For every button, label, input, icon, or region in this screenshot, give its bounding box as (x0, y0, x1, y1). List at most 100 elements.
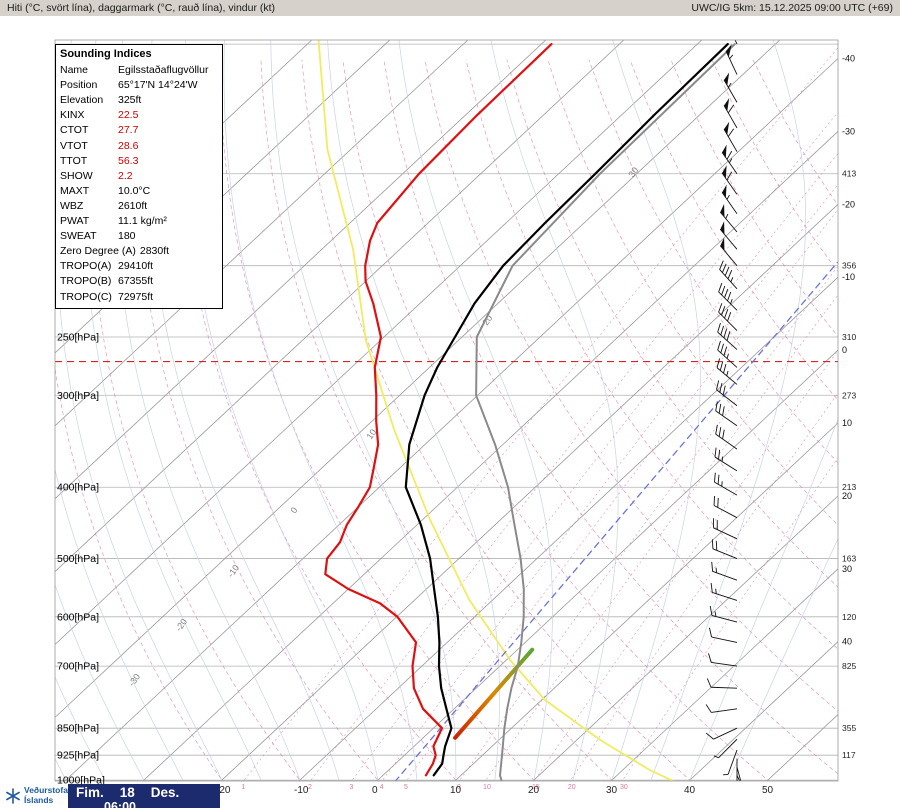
timeline-date-row: Fim. 18 Des. (76, 785, 220, 800)
pressure-label: 500[hPa] (57, 553, 99, 565)
logo-text-line2: Íslands (24, 794, 54, 805)
right-temp-label: 30 (842, 564, 852, 574)
wind-barb (715, 401, 738, 427)
wind-barb (719, 260, 738, 290)
wind-barb (736, 775, 741, 781)
height-label: 213 (842, 482, 856, 492)
timeline-date: 18 (119, 785, 135, 800)
index-row: SWEAT 180 (60, 229, 219, 244)
bottom-temp-label: 20 (528, 785, 540, 796)
wind-barb (713, 495, 738, 519)
index-label: Elevation (60, 94, 104, 107)
index-label: TROPO(C) (60, 290, 112, 303)
wind-barb (718, 282, 738, 311)
series-surface-mixing-ratio-line (394, 261, 838, 781)
index-row: TROPO(A) 29410ft (60, 259, 219, 274)
adiabat-label: -30 (126, 672, 142, 688)
wind-barb (717, 322, 738, 350)
header-left-label: Hiti (°C, svört lína), daggarmark (°C, r… (7, 2, 276, 14)
index-value: 28.6 (118, 139, 139, 152)
wind-barb (711, 561, 738, 581)
wind-barb (723, 749, 738, 776)
wind-barb (719, 203, 738, 233)
index-value: 325ft (118, 94, 142, 107)
wind-barb (736, 766, 742, 781)
index-value: 11.1 kg/m² (118, 215, 167, 228)
pressure-label: 1000[hPa] (57, 775, 105, 787)
mixing-ratio-label: 1 (241, 784, 245, 791)
wind-barb (725, 44, 738, 75)
index-row: VTOT 28.6 (60, 139, 219, 154)
pressure-label: 925[hPa] (57, 750, 99, 762)
index-value: 2.2 (118, 169, 133, 182)
right-temp-label: 0 (842, 345, 847, 355)
wind-barb (716, 358, 738, 385)
index-value: 29410ft (118, 260, 154, 273)
header-right-label: UWC/IG 5km: 15.12.2025 09:00 UTC (+69) (691, 2, 893, 14)
header-bar: Hiti (°C, svört lína), daggarmark (°C, r… (0, 0, 900, 16)
index-value: 22.5 (118, 109, 139, 122)
vedurstofa-logo-icon (6, 787, 20, 804)
index-label: Name (60, 64, 89, 77)
index-label: KINX (60, 109, 85, 122)
index-label: PWAT (60, 215, 90, 228)
index-row: WBZ 2610ft (60, 199, 219, 214)
index-row: TROPO(C) 72975ft (60, 290, 219, 305)
wind-barb (708, 627, 738, 643)
wind-barb (715, 424, 738, 450)
series-reference-dry-adiabat (317, 40, 675, 781)
mixing-ratio-label: 10 (483, 784, 491, 791)
height-label: 413 (842, 169, 856, 179)
right-temp-label: 20 (842, 491, 852, 501)
index-row: Position 65°17'N 14°24'W (60, 78, 219, 93)
index-label: SHOW (60, 169, 93, 182)
mixing-ratio-label: 5 (404, 784, 408, 791)
adiabat-label: -10 (225, 563, 241, 579)
index-value: 27.7 (118, 124, 139, 137)
index-value: 56.3 (118, 154, 139, 167)
series-dewpoint (324, 43, 553, 777)
wind-barb (711, 539, 738, 559)
wind-barb (723, 121, 738, 152)
bottom-temp-label: 30 (606, 785, 618, 796)
timeline-widget[interactable]: Fim. 18 Des. 06:00 (68, 784, 220, 808)
index-row: TTOT 56.3 (60, 154, 219, 169)
wind-barb (714, 472, 738, 496)
mixing-ratio-label: 20 (568, 784, 576, 791)
index-label: VTOT (60, 139, 88, 152)
logo-text: Veðurstofa Íslands (24, 785, 68, 805)
index-row: Elevation 325ft (60, 93, 219, 108)
index-label: CTOT (60, 124, 89, 137)
index-label: WBZ (60, 199, 84, 212)
index-row: KINX 22.5 (60, 108, 219, 123)
index-value: 2610ft (118, 199, 148, 212)
series-lifted-parcel-highlight (453, 647, 535, 740)
mixing-ratio-label: 3 (349, 784, 353, 791)
wind-barb (721, 165, 738, 195)
wind-barb (718, 303, 738, 331)
wind-barb (721, 144, 738, 174)
pressure-label: 400[hPa] (57, 482, 99, 494)
chart-stage: 30 20 10 0 -10 -20 -30 1 2 3 4 5 8 10 15 20 30 250[hPa] 30… (0, 16, 900, 808)
index-label: TROPO(A) (60, 260, 112, 273)
index-row: MAXT 10.0°C (60, 184, 219, 199)
series-parcel (475, 43, 736, 781)
wind-barb (723, 72, 738, 103)
right-temp-label: -40 (842, 54, 855, 64)
adiabat-label: 10 (364, 427, 378, 441)
mixing-ratio-label: 4 (380, 784, 384, 791)
wind-barb (706, 678, 738, 689)
adiabat-label: 30 (626, 165, 640, 179)
index-value: 180 (118, 230, 136, 243)
index-value: Egilsstaðaflugvöllur (118, 64, 209, 77)
wind-barb (708, 653, 738, 667)
adiabat-label: -20 (173, 617, 189, 633)
pressure-label: 850[hPa] (57, 723, 99, 735)
bottom-temp-label: 50 (762, 785, 774, 796)
bottom-temp-label: -20 (216, 785, 231, 796)
mixing-ratio-label: 30 (620, 784, 628, 791)
right-temp-label: -10 (842, 272, 855, 282)
pressure-label: 700[hPa] (57, 661, 99, 673)
height-label: 356 (842, 261, 856, 271)
